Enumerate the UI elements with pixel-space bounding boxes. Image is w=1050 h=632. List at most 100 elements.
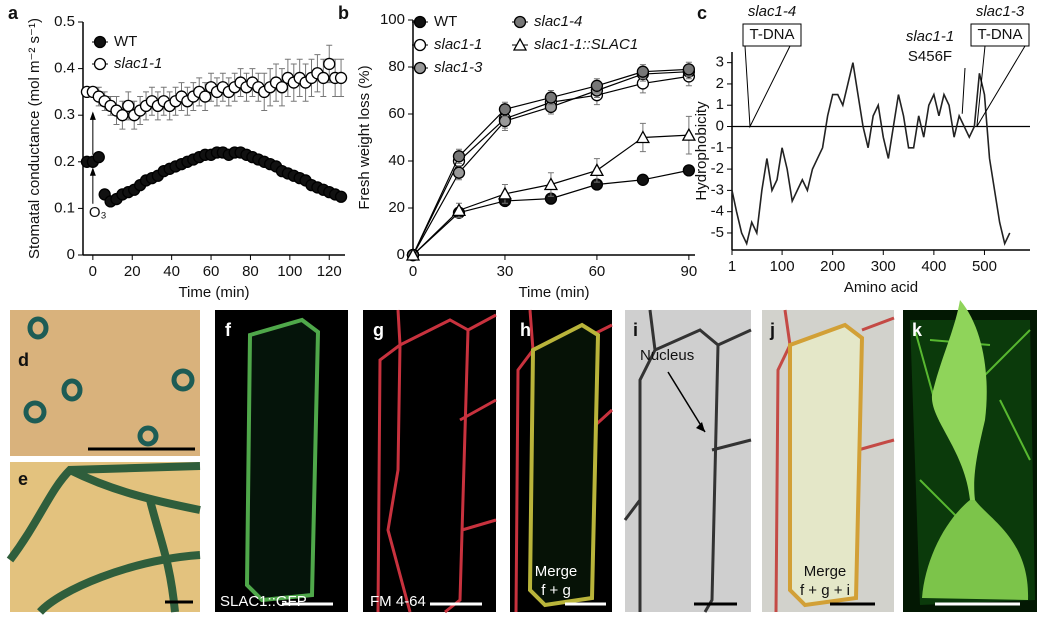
pointer bbox=[744, 45, 1026, 129]
legend-label: slac1-1::SLAC1 bbox=[534, 36, 638, 53]
panel-j: j Merge f + g + i bbox=[762, 309, 895, 613]
panel-label: i bbox=[633, 320, 638, 340]
panel-label: f bbox=[225, 320, 232, 340]
x-tick-label: 0 bbox=[409, 263, 417, 280]
y-tick-label: 1 bbox=[716, 96, 724, 113]
x-tick-label: 60 bbox=[589, 263, 606, 280]
panel-label: g bbox=[373, 320, 384, 340]
marker bbox=[413, 61, 427, 75]
x-tick-label: 0 bbox=[89, 263, 97, 280]
y-tick-label: -5 bbox=[711, 224, 724, 241]
y-tick-label: 80 bbox=[388, 58, 405, 75]
y-axis-label: Hydrophobicity bbox=[693, 101, 710, 201]
caption: Merge bbox=[804, 563, 847, 580]
marker bbox=[317, 71, 330, 85]
y-tick-label: 20 bbox=[388, 199, 405, 216]
annotation: slac1-3 bbox=[976, 3, 1025, 20]
annotation: T-DNA bbox=[750, 26, 795, 43]
marker bbox=[323, 57, 336, 71]
x-axis-label: Time (min) bbox=[178, 284, 249, 301]
x-tick-label: 20 bbox=[124, 263, 141, 280]
marker bbox=[544, 91, 558, 104]
y-tick-label: 0.4 bbox=[54, 60, 75, 77]
y-tick-label: -4 bbox=[711, 203, 724, 220]
x-tick-label: 500 bbox=[972, 258, 997, 275]
marker bbox=[93, 35, 107, 49]
x-axis-label: Time (min) bbox=[518, 284, 589, 301]
marker bbox=[589, 163, 605, 177]
x-tick-label: 1 bbox=[728, 258, 736, 275]
panel-d: d bbox=[10, 310, 200, 456]
marker bbox=[452, 166, 466, 179]
y-tick-label: 0.2 bbox=[54, 153, 75, 170]
caption: Nucleus bbox=[640, 347, 694, 364]
x-tick-label: 30 bbox=[497, 263, 514, 280]
marker bbox=[334, 190, 348, 203]
series-line bbox=[731, 62, 1011, 247]
label-box bbox=[970, 23, 1030, 47]
y-tick-label: 0.1 bbox=[54, 199, 75, 216]
x-axis-label: Amino acid bbox=[844, 279, 918, 296]
y-tick-label: 60 bbox=[388, 105, 405, 122]
x-tick-label: 120 bbox=[317, 263, 342, 280]
y-axis-label: Stomatal conductance (mol m⁻² s⁻¹) bbox=[26, 18, 43, 259]
panel-e: e bbox=[6, 462, 201, 615]
annotation: S456F bbox=[908, 48, 952, 65]
y-tick-label: -2 bbox=[711, 160, 724, 177]
marker bbox=[413, 38, 427, 52]
marker bbox=[122, 99, 135, 113]
panel-i: i Nucleus bbox=[623, 309, 752, 613]
marker bbox=[116, 109, 129, 122]
x-tick-label: 100 bbox=[770, 258, 795, 275]
annotation: O₃ bbox=[89, 204, 107, 221]
caption: FM 4-64 bbox=[370, 593, 426, 610]
marker bbox=[413, 15, 427, 29]
marker bbox=[512, 37, 528, 51]
label-box bbox=[742, 23, 802, 47]
caption: f + g bbox=[541, 582, 571, 599]
marker bbox=[275, 81, 289, 94]
y-tick-label: 3 bbox=[716, 54, 724, 71]
annotation: slac1-1 bbox=[906, 28, 954, 45]
panel-h: h Merge f + g bbox=[510, 309, 614, 613]
panel-label: j bbox=[769, 320, 775, 340]
marker bbox=[681, 127, 696, 141]
marker bbox=[93, 57, 107, 71]
x-tick-label: 400 bbox=[921, 258, 946, 275]
marker bbox=[405, 247, 421, 261]
marker bbox=[198, 90, 212, 103]
marker bbox=[635, 130, 650, 144]
x-tick-label: 200 bbox=[820, 258, 845, 275]
marker bbox=[497, 186, 513, 200]
annotation: T-DNA bbox=[978, 26, 1023, 43]
y-tick-label: 100 bbox=[380, 11, 405, 28]
panel-label: h bbox=[520, 320, 531, 340]
marker bbox=[636, 65, 650, 78]
legend-label: WT bbox=[114, 33, 137, 50]
x-tick-label: 60 bbox=[203, 263, 220, 280]
caption: f + g + i bbox=[800, 582, 850, 599]
y-tick-label: 0 bbox=[397, 246, 405, 263]
panel-label: b bbox=[338, 3, 349, 23]
y-tick-label: 0.3 bbox=[54, 106, 75, 123]
y-tick-label: -1 bbox=[711, 139, 724, 156]
y-axis-label: Fresh weight loss (%) bbox=[356, 65, 373, 209]
y-tick-label: 2 bbox=[716, 75, 724, 92]
y-tick-label: 0.5 bbox=[54, 13, 75, 30]
legend-label: slac1-3 bbox=[434, 59, 483, 76]
x-tick-label: 80 bbox=[242, 263, 259, 280]
panel-label: e bbox=[18, 469, 28, 489]
y-tick-label: -3 bbox=[711, 181, 724, 198]
annotation: slac1-4 bbox=[748, 3, 796, 20]
marker bbox=[452, 150, 466, 163]
panel-label: k bbox=[912, 320, 923, 340]
marker bbox=[636, 173, 650, 186]
marker bbox=[498, 114, 512, 128]
legend-label: slac1-1 bbox=[434, 36, 482, 53]
x-tick-label: 90 bbox=[681, 263, 698, 280]
y-tick-label: 40 bbox=[388, 152, 405, 169]
marker bbox=[682, 164, 696, 177]
x-tick-label: 100 bbox=[277, 263, 302, 280]
